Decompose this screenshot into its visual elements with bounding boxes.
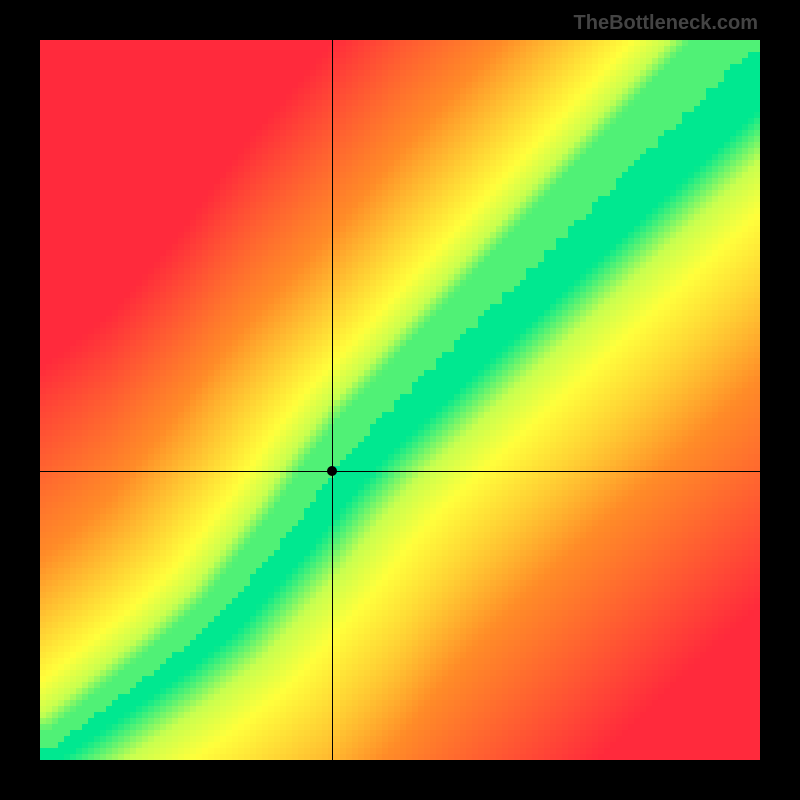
heatmap-chart: [40, 40, 760, 760]
watermark-text: TheBottleneck.com: [574, 12, 758, 35]
crosshair-horizontal: [40, 471, 760, 472]
marker-dot: [327, 466, 337, 476]
crosshair-vertical: [332, 40, 333, 760]
heatmap-canvas: [40, 40, 760, 760]
